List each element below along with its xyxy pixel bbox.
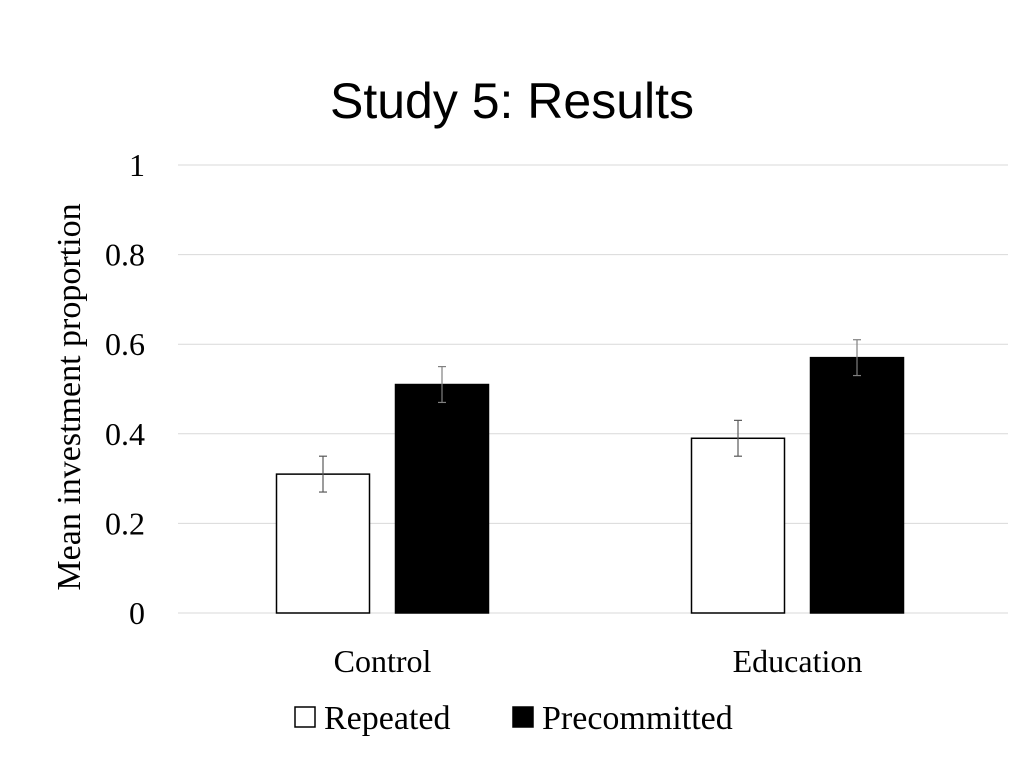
error-bar bbox=[853, 339, 861, 377]
legend: Repeated Precommitted bbox=[294, 700, 733, 737]
legend-label: Precommitted bbox=[542, 700, 733, 737]
error-bars bbox=[319, 339, 861, 493]
x-axis-categories: Control Education bbox=[334, 643, 863, 679]
error-bar bbox=[319, 455, 327, 493]
y-tick-label: 0.6 bbox=[105, 326, 145, 362]
y-axis-ticks: 0 0.2 0.4 0.6 0.8 1 bbox=[105, 147, 145, 631]
chart-title: Study 5: Results bbox=[330, 73, 694, 129]
legend-item-repeated: Repeated bbox=[294, 700, 451, 737]
x-category-label: Education bbox=[733, 643, 863, 679]
y-tick-label: 0.2 bbox=[105, 505, 145, 541]
legend-swatch bbox=[512, 706, 534, 728]
y-tick-label: 0.4 bbox=[105, 416, 145, 452]
error-bar bbox=[734, 419, 742, 457]
bars bbox=[275, 356, 905, 614]
bar-repeated-control bbox=[275, 473, 371, 614]
bar-repeated-education bbox=[690, 437, 786, 614]
y-tick-label: 0.8 bbox=[105, 237, 145, 273]
error-bar bbox=[438, 366, 446, 404]
x-category-label: Control bbox=[334, 643, 432, 679]
y-tick-label: 1 bbox=[129, 147, 145, 183]
bar-precommitted-control bbox=[394, 383, 490, 614]
y-axis-label: Mean investment proportion bbox=[51, 203, 88, 590]
y-tick-label: 0 bbox=[129, 595, 145, 631]
legend-swatch bbox=[294, 706, 316, 728]
legend-item-precommitted: Precommitted bbox=[512, 700, 733, 737]
legend-label: Repeated bbox=[324, 700, 451, 737]
bar-precommitted-education bbox=[809, 356, 905, 614]
